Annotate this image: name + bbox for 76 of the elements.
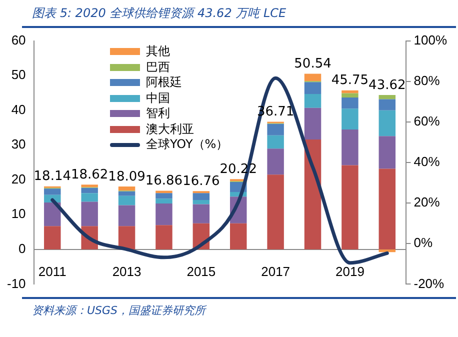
- y2-tick-label: 20%: [414, 194, 440, 210]
- bar: [156, 198, 172, 204]
- total-label: 18.14: [34, 169, 71, 184]
- y-tick-label: 60: [11, 32, 26, 48]
- total-label: 16.76: [182, 174, 220, 190]
- x-tick-label: 2017: [261, 264, 290, 279]
- total-label: 16.86: [145, 174, 183, 189]
- y-tick-label: 50: [11, 67, 26, 82]
- bar: [378, 136, 396, 169]
- bar: [81, 202, 98, 226]
- bar: [81, 188, 98, 194]
- bar: [118, 186, 136, 191]
- bar: [81, 193, 98, 202]
- bar: [304, 74, 322, 82]
- bar: [192, 204, 210, 224]
- x-tick-label: 2015: [186, 264, 216, 279]
- total-label: 50.54: [294, 56, 332, 72]
- total-label: 45.75: [331, 73, 369, 88]
- y-tick-label: 10: [11, 206, 26, 222]
- legend-label: 阿根廷: [146, 75, 182, 90]
- bar: [44, 188, 61, 195]
- bar: [81, 184, 98, 188]
- x-tick-label: 2013: [112, 264, 142, 279]
- legend-label: 全球YOY（%）: [146, 137, 228, 152]
- bar: [342, 90, 358, 94]
- bar: [342, 165, 358, 250]
- y-tick-label: 40: [11, 102, 26, 117]
- x-tick-label: 2019: [335, 264, 364, 279]
- bar: [192, 200, 210, 204]
- text: 资料来源：USGS，国盛证券研究所: [32, 303, 206, 318]
- bar: [118, 205, 136, 226]
- bar: [44, 202, 61, 226]
- bar: [267, 124, 284, 136]
- bar: [118, 191, 136, 196]
- y-tick-label: 20: [11, 171, 26, 186]
- bar: [118, 196, 136, 206]
- y2-tick-label: 60%: [414, 114, 440, 129]
- bar: [378, 95, 396, 100]
- bar: [118, 226, 136, 250]
- bar: [44, 226, 61, 250]
- bar: [304, 94, 322, 108]
- bar: [342, 129, 358, 166]
- y2-tick-label: 40%: [414, 154, 440, 170]
- legend-label: 中国: [146, 90, 170, 106]
- total-label: 18.62: [70, 168, 108, 183]
- bar: [342, 93, 358, 98]
- y2-tick-label: 0%: [414, 235, 433, 250]
- legend-label: 智利: [146, 106, 170, 122]
- bar: [156, 204, 172, 226]
- bar: [230, 223, 247, 250]
- bar: [192, 193, 210, 200]
- bar: [267, 174, 284, 250]
- legend-label: 其他: [146, 44, 170, 60]
- bar: [267, 135, 284, 149]
- bar: [342, 108, 358, 130]
- y2-tick-label: -20%: [414, 276, 445, 291]
- bar: [378, 168, 396, 250]
- y2-tick-label: 100%: [414, 32, 448, 48]
- bar: [267, 148, 284, 175]
- bar: [156, 193, 172, 199]
- bar: [378, 99, 396, 110]
- legend-label: 巴西: [146, 60, 170, 75]
- x-tick-label: 2011: [38, 264, 66, 279]
- total-label: 18.09: [108, 169, 146, 184]
- bar: [378, 110, 396, 136]
- bar: [304, 108, 322, 140]
- chart-title: 图表 5: 2020 全球供给锂资源 43.62 万吨 LCE: [32, 5, 286, 22]
- bar: [156, 225, 172, 250]
- total-label: 43.62: [368, 78, 406, 93]
- bar: [304, 82, 322, 94]
- y-tick-label: 30: [11, 136, 26, 152]
- bar: [342, 97, 358, 109]
- y2-tick-label: 80%: [414, 72, 440, 88]
- y-tick-label: 0: [18, 241, 26, 256]
- y-tick-label: -10: [6, 276, 26, 291]
- legend-label: 澳大利亚: [146, 122, 194, 137]
